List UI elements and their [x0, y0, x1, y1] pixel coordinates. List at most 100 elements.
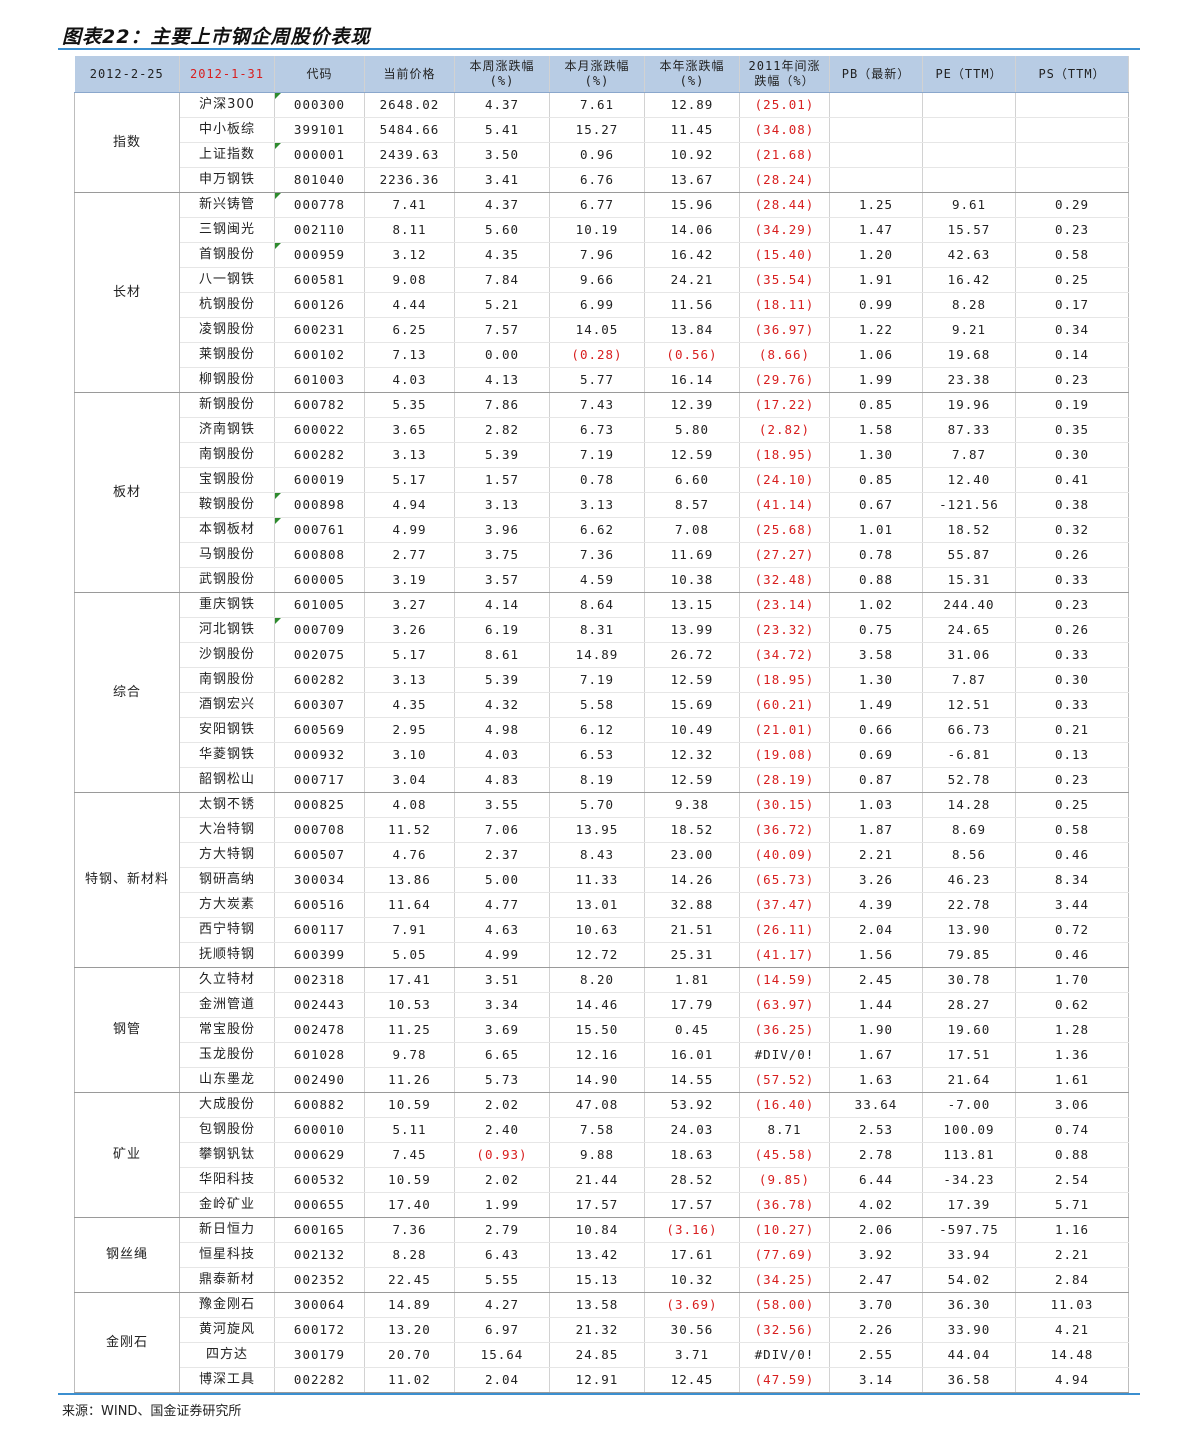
cell-y2011: (30.15) [739, 792, 830, 818]
cell-y2011: (34.72) [739, 642, 830, 668]
cell-pe: 113.81 [922, 1142, 1016, 1168]
cell-price: 14.89 [364, 1292, 455, 1318]
cell-year: 12.59 [644, 667, 740, 693]
cell-month: 14.05 [549, 317, 645, 343]
group-label: 综合 [74, 592, 180, 793]
stock-code: 000708 [274, 817, 365, 843]
cell-week: 5.60 [454, 217, 550, 243]
cell-price: 13.86 [364, 867, 455, 893]
source-note: 来源：WIND、国金证券研究所 [62, 1404, 242, 1419]
stock-name: 华菱钢铁 [179, 742, 275, 768]
cell-price: 11.02 [364, 1367, 455, 1393]
stock-name: 方大炭素 [179, 892, 275, 918]
cell-price: 11.26 [364, 1067, 455, 1093]
cell-pb: 6.44 [829, 1167, 923, 1193]
cell-price: 4.03 [364, 367, 455, 393]
table-row: 本钢板材 000761 4.99 3.96 6.62 7.08 (25.68) 1.01 18.… [75, 517, 1129, 543]
cell-week: 2.04 [454, 1367, 550, 1393]
stock-name: 济南钢铁 [179, 417, 275, 443]
cell-pb: 2.53 [829, 1117, 923, 1143]
cell-week: 7.84 [454, 267, 550, 293]
cell-pe: 19.68 [922, 342, 1016, 368]
cell-month: 6.53 [549, 742, 645, 768]
cell-ps: 0.62 [1015, 992, 1129, 1018]
cell-price: 3.13 [364, 442, 455, 468]
cell-pe: 24.65 [922, 617, 1016, 643]
stock-code: 002132 [274, 1242, 365, 1268]
cell-pe: 21.64 [922, 1067, 1016, 1093]
cell-ps: 0.23 [1015, 367, 1129, 393]
cell-year: 18.63 [644, 1142, 740, 1168]
cell-pe: 54.02 [922, 1267, 1016, 1293]
cell-week: 5.21 [454, 292, 550, 318]
cell-month: 9.66 [549, 267, 645, 293]
table-row: 攀钢钒钛 000629 7.45 (0.93) 9.88 18.63 (45.58) 2.78… [75, 1142, 1129, 1168]
cell-month: 13.42 [549, 1242, 645, 1268]
cell-ps: 0.19 [1015, 392, 1129, 418]
stock-code: 601003 [274, 367, 365, 393]
cell-pb: 33.64 [829, 1092, 923, 1118]
table-row: 恒星科技 002132 8.28 6.43 13.42 17.61 (77.69) 3.92 3… [75, 1242, 1129, 1268]
table-row: 河北钢铁 000709 3.26 6.19 8.31 13.99 (23.32) 0.75 24… [75, 617, 1129, 643]
cell-month: 4.59 [549, 567, 645, 593]
cell-pb: 1.30 [829, 667, 923, 693]
group-label: 板材 [74, 392, 180, 593]
stock-code: 002282 [274, 1367, 365, 1393]
cell-year: 17.61 [644, 1242, 740, 1268]
cell-price: 3.12 [364, 242, 455, 268]
table-row: 钢丝绳 新日恒力 600165 7.36 2.79 10.84 (3.16) (10.27) 2… [74, 1217, 1129, 1293]
cell-ps: 2.84 [1015, 1267, 1129, 1293]
cell-week: 2.37 [454, 842, 550, 868]
cell-week: 4.83 [454, 767, 550, 793]
cell-pb: 1.91 [829, 267, 923, 293]
stock-code: 600808 [274, 542, 365, 568]
cell-ps: 1.16 [1015, 1217, 1129, 1243]
cell-pe: 33.94 [922, 1242, 1016, 1268]
cell-price: 6.25 [364, 317, 455, 343]
cell-month: 6.99 [549, 292, 645, 318]
cell-pb: 1.90 [829, 1017, 923, 1043]
cell-ps [1015, 117, 1129, 143]
cell-ps: 1.36 [1015, 1042, 1129, 1068]
cell-y2011: (60.21) [739, 692, 830, 718]
cell-month: 13.58 [549, 1292, 645, 1318]
table-row: 南钢股份 600282 3.13 5.39 7.19 12.59 (18.95) 1.30 7.… [75, 667, 1129, 693]
cell-price: 7.13 [364, 342, 455, 368]
stock-code: 300179 [274, 1342, 365, 1368]
table-row: 华阳科技 600532 10.59 2.02 21.44 28.52 (9.85) 6.44-… [75, 1167, 1129, 1193]
stock-name: 凌钢股份 [179, 317, 275, 343]
stock-code: 600010 [274, 1117, 365, 1143]
cell-y2011: (25.01) [739, 92, 830, 118]
cell-year: 25.31 [644, 942, 740, 968]
cell-pb: 0.99 [829, 292, 923, 318]
cell-year: 17.79 [644, 992, 740, 1018]
cell-year: 12.89 [644, 92, 740, 118]
cell-price: 17.41 [364, 967, 455, 993]
cell-y2011: (25.68) [739, 517, 830, 543]
cell-week: 4.35 [454, 242, 550, 268]
stock-code: 600019 [274, 467, 365, 493]
cell-pb: 1.47 [829, 217, 923, 243]
table-row: 三钢闽光 002110 8.11 5.60 10.19 14.06 (34.29) 1.47 1… [75, 217, 1129, 243]
cell-month: 6.73 [549, 417, 645, 443]
cell-ps: 2.54 [1015, 1167, 1129, 1193]
cell-ps [1015, 142, 1129, 168]
cell-year: 15.69 [644, 692, 740, 718]
cell-week: (0.93) [454, 1142, 550, 1168]
cell-price: 3.19 [364, 567, 455, 593]
cell-ps: 0.13 [1015, 742, 1129, 768]
cell-pb [829, 117, 923, 143]
stock-code: 000709 [274, 617, 365, 643]
cell-week: 7.06 [454, 817, 550, 843]
cell-week: 4.98 [454, 717, 550, 743]
cell-ps: 0.21 [1015, 717, 1129, 743]
cell-price: 7.45 [364, 1142, 455, 1168]
cell-ps: 3.44 [1015, 892, 1129, 918]
cell-month: 15.50 [549, 1017, 645, 1043]
cell-week: 2.79 [454, 1217, 550, 1243]
header-year: 本年涨跌幅 (%) [644, 56, 740, 93]
table-row: 济南钢铁 600022 3.65 2.82 6.73 5.80 (2.82) 1.58 87.3… [75, 417, 1129, 443]
cell-pe: 7.87 [922, 442, 1016, 468]
stock-name: 久立特材 [179, 967, 275, 993]
stock-name: 大冶特钢 [179, 817, 275, 843]
